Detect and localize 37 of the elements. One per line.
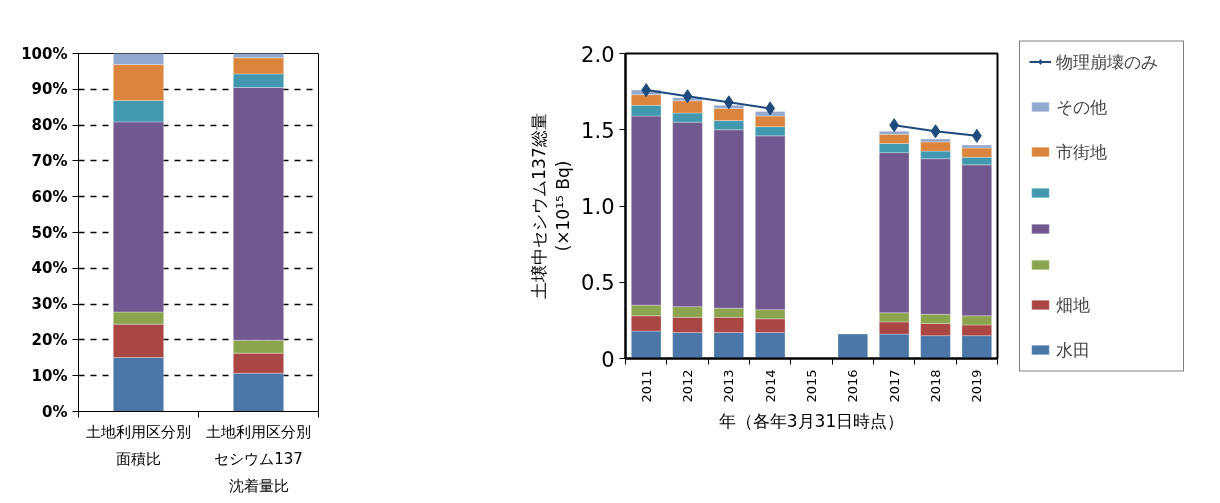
- legend-label: 畑地: [1056, 293, 1091, 316]
- x-tick-label: 2019: [969, 369, 985, 403]
- legend-label: 水田: [1056, 338, 1091, 361]
- x-axis-title: 年（各年3月31日時点）: [718, 410, 905, 431]
- y-tick-label: 0: [601, 347, 615, 372]
- x-tick-label: 2011: [638, 369, 654, 403]
- y-tick-label: 2.0: [581, 42, 615, 67]
- x-tick-label: 2017: [886, 369, 902, 403]
- x-tick-label: 2016: [845, 369, 861, 403]
- y-tick-label: 100%: [21, 44, 68, 63]
- legend-label: 市街地: [1056, 140, 1108, 163]
- y-tick-label: 1.0: [581, 195, 615, 219]
- x-tick-label: 土地利用区分別面積比: [86, 422, 191, 468]
- y-tick-label: 0.5: [581, 271, 615, 296]
- y-tick-label: 80%: [31, 116, 68, 135]
- point: [930, 124, 941, 139]
- x-tick-label: 2015: [804, 369, 819, 403]
- x-tick-label: 2013: [721, 369, 737, 403]
- y-tick-label: 20%: [31, 330, 68, 349]
- y-tick-label: 70%: [31, 151, 68, 170]
- legend-label: その他: [1056, 95, 1108, 118]
- y-tick-label: 40%: [31, 259, 68, 278]
- y-tick-label: 60%: [31, 187, 68, 206]
- x-tick-label: 2014: [762, 369, 778, 403]
- point: [682, 89, 693, 104]
- y-tick-label: 30%: [31, 295, 68, 314]
- y-axis-title: 土壌中セシウム137総量 (×10¹⁵ Bq): [529, 113, 574, 299]
- bar: [837, 333, 868, 359]
- y-tick-label: 50%: [31, 223, 68, 242]
- x-tick-label: 2012: [680, 369, 695, 403]
- x-tick-label: 2018: [928, 369, 943, 403]
- x-tick-label: 土地利用区分別セシウム137沈着量比: [206, 422, 311, 495]
- legend-label: 物理崩壊のみ: [1056, 50, 1159, 73]
- y-tick-label: 0%: [42, 402, 68, 421]
- y-tick-label: 90%: [31, 80, 68, 99]
- y-tick-label: 10%: [31, 366, 68, 385]
- y-tick-label: 1.5: [581, 118, 615, 143]
